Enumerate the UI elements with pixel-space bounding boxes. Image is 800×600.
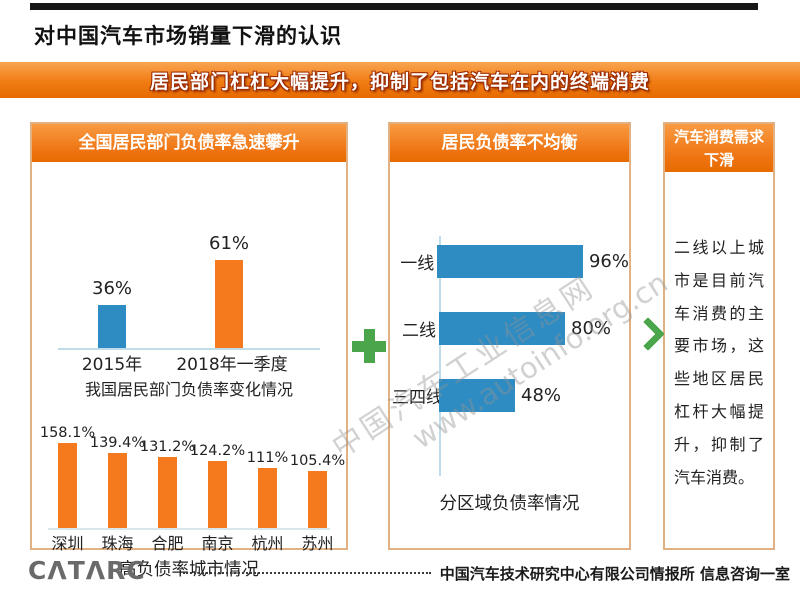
bar-珠海 [108,453,127,528]
bar-深圳 [58,443,77,528]
panel-conclusion: 汽车消费需求下滑 二线以上城市是目前汽车消费的主要市场，这些地区居民杠杆大幅提升… [663,122,775,550]
bar-value-label: 96% [588,250,629,272]
bar-category-label: 一线 [400,253,435,274]
bar-合肥 [158,457,177,528]
panel-conclusion-header: 汽车消费需求下滑 [665,124,773,172]
page-title: 对中国汽车市场销量下滑的认识 [34,24,342,48]
bar-value-label: 124.2% [189,443,246,459]
bar-category-label: 2018年一季度 [176,355,288,375]
chart-cities-plot: 158.1% 139.4% 131.2% 124.2% 111% 105.4% [32,418,346,530]
footer-dotted-divider [183,572,431,574]
plus-icon [352,329,386,363]
conclusion-text: 二线以上城市是目前汽车消费的主要市场，这些地区居民杠杆大幅提升，抑制了汽车消费。 [674,238,764,487]
bar-二线 [439,311,565,345]
chart-cities-caption: 高负债率城市情况 [119,560,259,580]
chart-national-leverage-axis [58,348,320,350]
chart-cities-axis [48,528,330,530]
bar-category-label: 深圳 [51,534,84,553]
chart-national-leverage-categories: 2015年 2018年一季度 [32,350,346,375]
bar-2015年 [98,305,126,348]
bar-value-label: 111% [246,450,289,466]
bar-category-label: 2015年 [81,355,143,375]
headline-banner-text: 居民部门杠杠大幅提升，抑制了包括汽车在内的终端消费 [149,70,650,93]
bar-2018年一季度 [215,260,243,348]
hbar-row-一线: 一线 96% [392,244,629,278]
bar-杭州 [258,468,277,528]
bar-苏州 [308,471,327,528]
chart-cities-categories: 深圳 珠海 合肥 南京 杭州 苏州 [32,530,346,554]
panel-national-leverage-header: 全国居民部门负债率急速攀升 [32,124,346,162]
bar-value-label: 131.2% [139,439,196,455]
bar-category-label: 珠海 [101,534,134,553]
bar-value-label: 61% [208,233,250,254]
panel-national-leverage: 全国居民部门负债率急速攀升 36% 61% 2015年 2018年一季度 我国居民部… [30,122,348,580]
bar-category-label: 杭州 [251,534,284,553]
catarc-logo: CΛTΛRC [28,556,146,585]
bar-value-label: 105.4% [289,453,346,469]
bar-一线 [437,244,583,278]
bar-category-label: 苏州 [301,534,334,553]
chart-national-leverage-plot: 36% 61% [32,198,346,350]
bar-value-label: 36% [91,278,133,299]
panel-regional-debt-header: 居民负债率不均衡 [390,124,629,162]
chart-regional-caption: 分区域负债率情况 [439,494,580,514]
chart-regional-axis [439,236,441,476]
bar-category-label: 二线 [402,320,436,341]
bar-三四线 [439,378,515,412]
chart-regional-plot: 一线 96% 二线 80% 三四线 48% [390,234,629,514]
panel-regional-debt: 居民负债率不均衡 一线 96% 二线 80% 三四线 48% 分区域负债率情况 [388,122,631,550]
bar-value-label: 139.4% [89,435,146,451]
bar-南京 [208,461,227,528]
headline-banner: 居民部门杠杠大幅提升，抑制了包括汽车在内的终端消费 [0,62,800,98]
hbar-row-三四线: 三四线 48% [392,378,629,412]
footer-credit: 中国汽车技术研究中心有限公司情报所 信息咨询一室 [439,565,790,583]
bar-category-label: 三四线 [392,387,443,408]
top-divider-bar [30,3,758,10]
bar-category-label: 南京 [201,534,234,553]
hbar-row-二线: 二线 80% [392,311,629,345]
bar-value-label: 80% [571,317,612,339]
chevron-right-icon [631,317,665,351]
bar-value-label: 158.1% [39,425,96,441]
chart-national-leverage-caption: 我国居民部门负债率变化情况 [84,380,293,399]
bar-category-label: 合肥 [151,534,184,553]
bar-value-label: 48% [521,384,562,406]
